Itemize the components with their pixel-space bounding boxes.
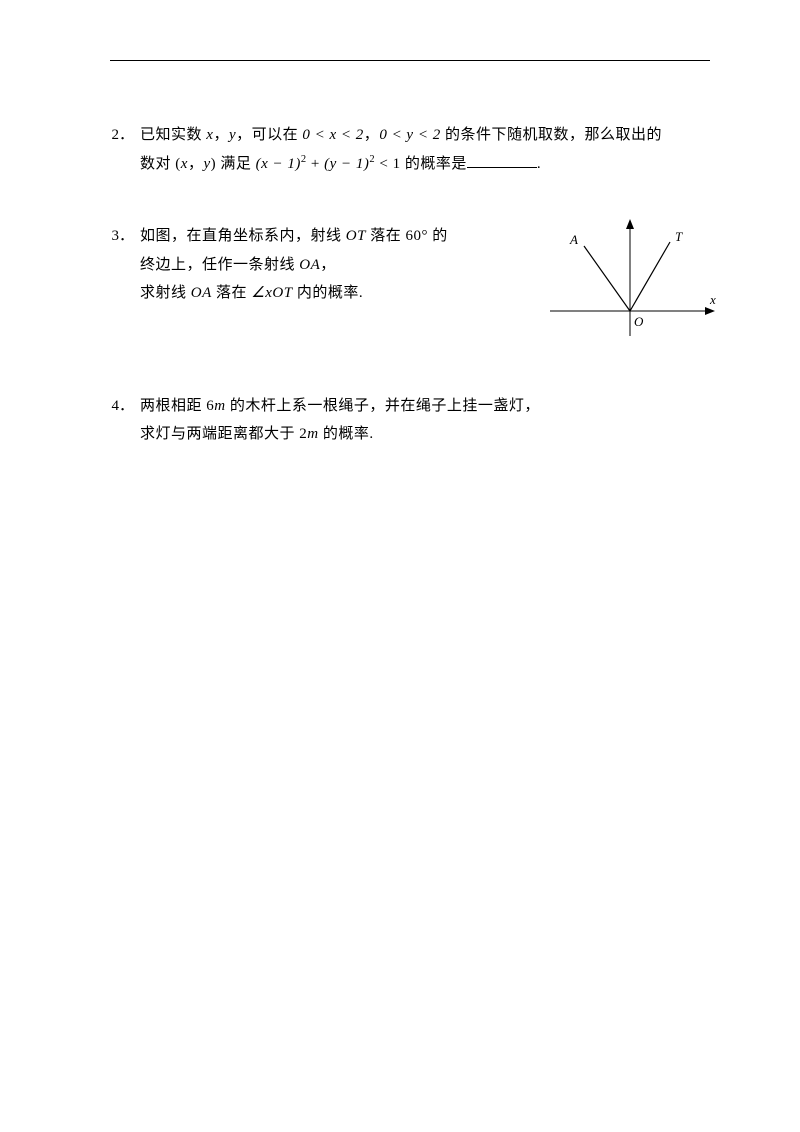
p3-text: 如图，在直角坐标系内，射线 bbox=[140, 228, 346, 244]
p3-text: 内的概率. bbox=[293, 285, 364, 301]
p4-text: 求灯与两端距离都大于 bbox=[140, 426, 299, 442]
p2-text: 已知实数 bbox=[140, 127, 206, 143]
p2-comma1: ， bbox=[213, 127, 229, 143]
p2-cond2: 0 < y < 2 bbox=[379, 127, 440, 143]
p3-deg: 60° bbox=[405, 228, 428, 244]
p2-pair-x: x bbox=[181, 156, 188, 172]
p2-text: 的条件下随机取数，那么取出的 bbox=[441, 127, 662, 143]
p2-blank bbox=[467, 152, 537, 168]
problem-3: 3． 如图，在直角坐标系内，射线 OT 落在 60° 的终边上，任作一条射线 O… bbox=[110, 222, 710, 308]
y-axis-arrow-icon bbox=[626, 219, 634, 229]
p4-text: 两根相距 bbox=[140, 398, 206, 414]
ray-a-label: A bbox=[569, 232, 578, 247]
p3-ot: OT bbox=[346, 228, 366, 244]
ray-t-label: T bbox=[675, 229, 683, 244]
coord-diagram-svg: O x T A bbox=[490, 216, 720, 346]
p2-expr-plus: + bbox=[307, 156, 324, 172]
p4-text: 的木杆上系一根绳子，并在绳子上挂一盏灯， bbox=[226, 398, 540, 414]
p4-text: 的概率. bbox=[319, 426, 374, 442]
problem-4: 4． 两根相距 6m 的木杆上系一根绳子，并在绳子上挂一盏灯， 求灯与两端距离都… bbox=[110, 392, 710, 449]
p3-text: 求射线 bbox=[140, 285, 191, 301]
problem-4-body: 两根相距 6m 的木杆上系一根绳子，并在绳子上挂一盏灯， 求灯与两端距离都大于 … bbox=[140, 392, 710, 449]
p3-text: 落在 bbox=[366, 228, 406, 244]
problem-2-body: 已知实数 x，y，可以在 0 < x < 2，0 < y < 2 的条件下随机取… bbox=[140, 121, 710, 178]
p2-expr-b: (y − 1) bbox=[324, 156, 369, 172]
p3-text: ， bbox=[320, 257, 336, 273]
x-axis-arrow-icon bbox=[705, 307, 715, 315]
ray-ot bbox=[630, 242, 670, 311]
p2-pair-y: y bbox=[203, 156, 210, 172]
origin-label: O bbox=[634, 314, 644, 329]
p2-text: 数对 bbox=[140, 156, 175, 172]
p3-angle: ∠xOT bbox=[251, 285, 292, 301]
p2-period: . bbox=[537, 156, 541, 172]
p2-expr-a: (x − 1) bbox=[256, 156, 301, 172]
p3-oa: OA bbox=[299, 257, 320, 273]
p2-text: 的概率是 bbox=[401, 156, 467, 172]
p2-text: 满足 bbox=[216, 156, 256, 172]
spacer bbox=[110, 352, 710, 392]
p3-text: 落在 bbox=[212, 285, 252, 301]
p2-cond1: 0 < x < 2 bbox=[302, 127, 363, 143]
ray-oa bbox=[584, 246, 630, 311]
p2-text: ，可以在 bbox=[236, 127, 302, 143]
page: 2． 已知实数 x，y，可以在 0 < x < 2，0 < y < 2 的条件下… bbox=[0, 0, 800, 1132]
p2-expr-lt: < 1 bbox=[375, 156, 400, 172]
problem-3-number: 3． bbox=[110, 222, 140, 251]
problem-2: 2． 已知实数 x，y，可以在 0 < x < 2，0 < y < 2 的条件下… bbox=[110, 121, 710, 178]
p2-comma2: ， bbox=[364, 127, 380, 143]
p4-6m: 6m bbox=[206, 398, 225, 414]
p3-oa2: OA bbox=[191, 285, 212, 301]
top-rule bbox=[110, 60, 710, 61]
p4-2m: 2m bbox=[299, 426, 318, 442]
x-axis-label: x bbox=[709, 292, 716, 307]
problem-3-figure: O x T A bbox=[490, 216, 720, 357]
problem-4-number: 4． bbox=[110, 392, 140, 421]
p2-pair-c: ， bbox=[188, 156, 204, 172]
problem-2-number: 2． bbox=[110, 121, 140, 150]
